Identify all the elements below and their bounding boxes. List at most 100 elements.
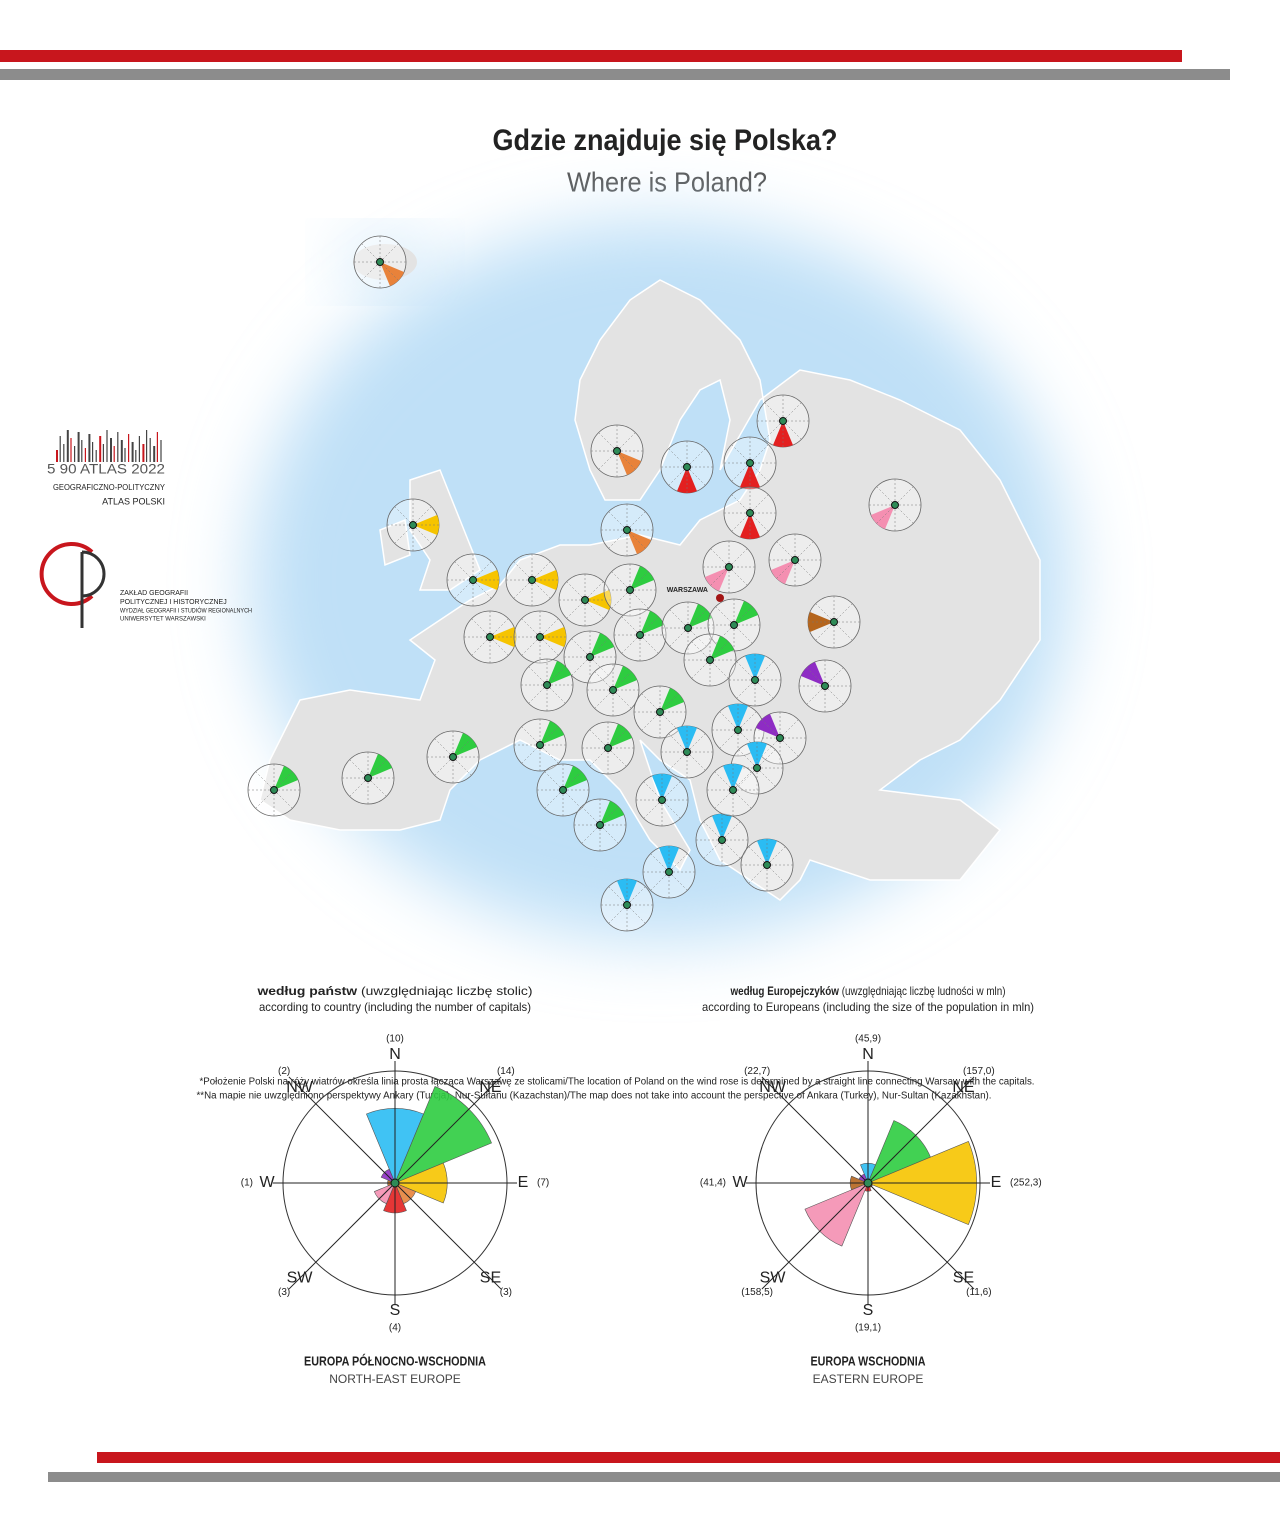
mini-rose-spoke [626,886,646,906]
mini-rose-center [791,556,799,564]
mini-rose-spoke [454,561,474,581]
mini-rose [660,725,714,779]
rose-chart: według Europejczyków (uwzględniając licz… [700,984,1042,1386]
mini-rose-spoke [719,711,739,731]
warsaw-marker [716,594,724,602]
direction-label: NW [759,1079,787,1096]
chart-title-bold: według Europejczyków [730,984,840,998]
mini-rose [695,813,749,867]
chart-title-note: (uwzględniając liczbę stolic) [361,984,532,998]
mini-rose-spoke [668,466,688,486]
top-stripe-gray [0,69,1230,80]
mini-rose-spoke [452,738,472,758]
mini-rose [590,424,644,478]
mini-rose-spoke [584,581,604,601]
mini-rose [520,658,574,712]
mini-rose-spoke [749,462,769,482]
mini-rose-center [536,633,544,641]
rose-center [390,1178,400,1188]
mini-rose-center [586,653,594,661]
mini-rose-spoke [608,529,628,549]
mini-rose-center [779,417,787,425]
logo-text: ATLAS POLSKI [102,496,165,506]
rose-spoke [867,1076,975,1184]
mini-rose-spoke [361,261,381,281]
mini-rose-center [469,576,477,584]
direction-label: N [862,1046,874,1063]
value-label: (158,5) [741,1287,773,1298]
mini-rose-spoke [452,756,472,776]
direction-label: NW [286,1079,314,1096]
barcode-bar [128,434,130,462]
mini-rose-spoke [641,693,661,713]
mini-rose-spoke [824,685,844,705]
institute-logo: ZAKŁAD GEOGRAFII POLITYCZNEJ I HISTORYCZ… [39,542,252,628]
region-name-en: NORTH-EAST EUROPE [329,1372,461,1386]
mini-rose-spoke [794,559,814,579]
warsaw-label: WARSZAWA [667,587,708,594]
mini-rose-spoke [489,618,509,638]
mini-rose-spoke [581,824,601,844]
mini-rose-spoke [733,624,753,644]
mini-rose-spoke [779,719,799,739]
chart-title: według państw (uwzględniając liczbę stol… [256,984,532,998]
barcode-bar [124,448,126,462]
mini-rose-center [891,501,899,509]
barcode-bar [70,438,72,462]
mini-rose-center [830,618,838,626]
mini-rose [247,763,301,817]
mini-rose-spoke [434,738,454,758]
mini-rose [798,659,852,713]
mini-rose [513,718,567,772]
mini-rose-spoke [608,886,628,906]
mini-rose-spoke [731,512,751,532]
chart-title-note: (uwzględniając liczbę ludności w mln) [842,984,1006,998]
mini-rose-spoke [661,799,681,819]
mini-rose [756,394,810,448]
value-label: (45,9) [855,1034,881,1045]
mini-rose-spoke [566,599,586,619]
mini-rose-spoke [611,589,631,609]
mini-rose-spoke [766,864,786,884]
mini-rose [563,630,617,684]
mini-rose-spoke [715,606,735,626]
mini-rose-spoke [659,693,679,713]
mini-rose-spoke [714,771,734,791]
mini-rose-center [658,796,666,804]
mini-rose-spoke [471,636,491,656]
mini-rose [386,498,440,552]
mini-rose-spoke [731,494,751,514]
value-label: (10) [386,1034,404,1045]
logo-shape [80,550,106,628]
region-name: EUROPA PÓŁNOCNO-WSCHODNIA [304,1353,486,1368]
mini-rose-spoke [710,566,730,586]
mini-rose [463,610,517,664]
direction-label: NE [479,1079,501,1096]
value-label: (2) [278,1066,290,1077]
mini-rose-spoke [571,656,591,676]
mini-rose-spoke [661,781,681,801]
direction-label: N [389,1046,401,1063]
mini-rose-spoke [687,609,707,629]
mini-rose-spoke [472,579,492,599]
mini-rose-center [609,686,617,694]
barcode-bar [56,450,58,462]
mini-rose [635,773,689,827]
footnote: *Położenie Polski na róży wiatrów określ… [200,1077,1035,1088]
mini-rose-spoke [544,789,564,809]
mini-rose-spoke [732,771,752,791]
mini-rose-spoke [607,747,627,767]
mini-rose-spoke [539,726,559,746]
barcode-bar [138,436,140,462]
mini-rose-spoke [668,733,688,753]
mini-rose-spoke [703,839,723,859]
value-label: (1) [241,1178,253,1189]
barcode-bar [95,450,97,462]
mini-rose-spoke [594,671,614,691]
mini-rose-spoke [412,506,432,526]
barcode-bar [135,450,137,462]
mini-rose-center [486,633,494,641]
barcode-bar [153,446,156,462]
mini-rose-spoke [669,627,689,647]
value-label: (7) [537,1178,549,1189]
